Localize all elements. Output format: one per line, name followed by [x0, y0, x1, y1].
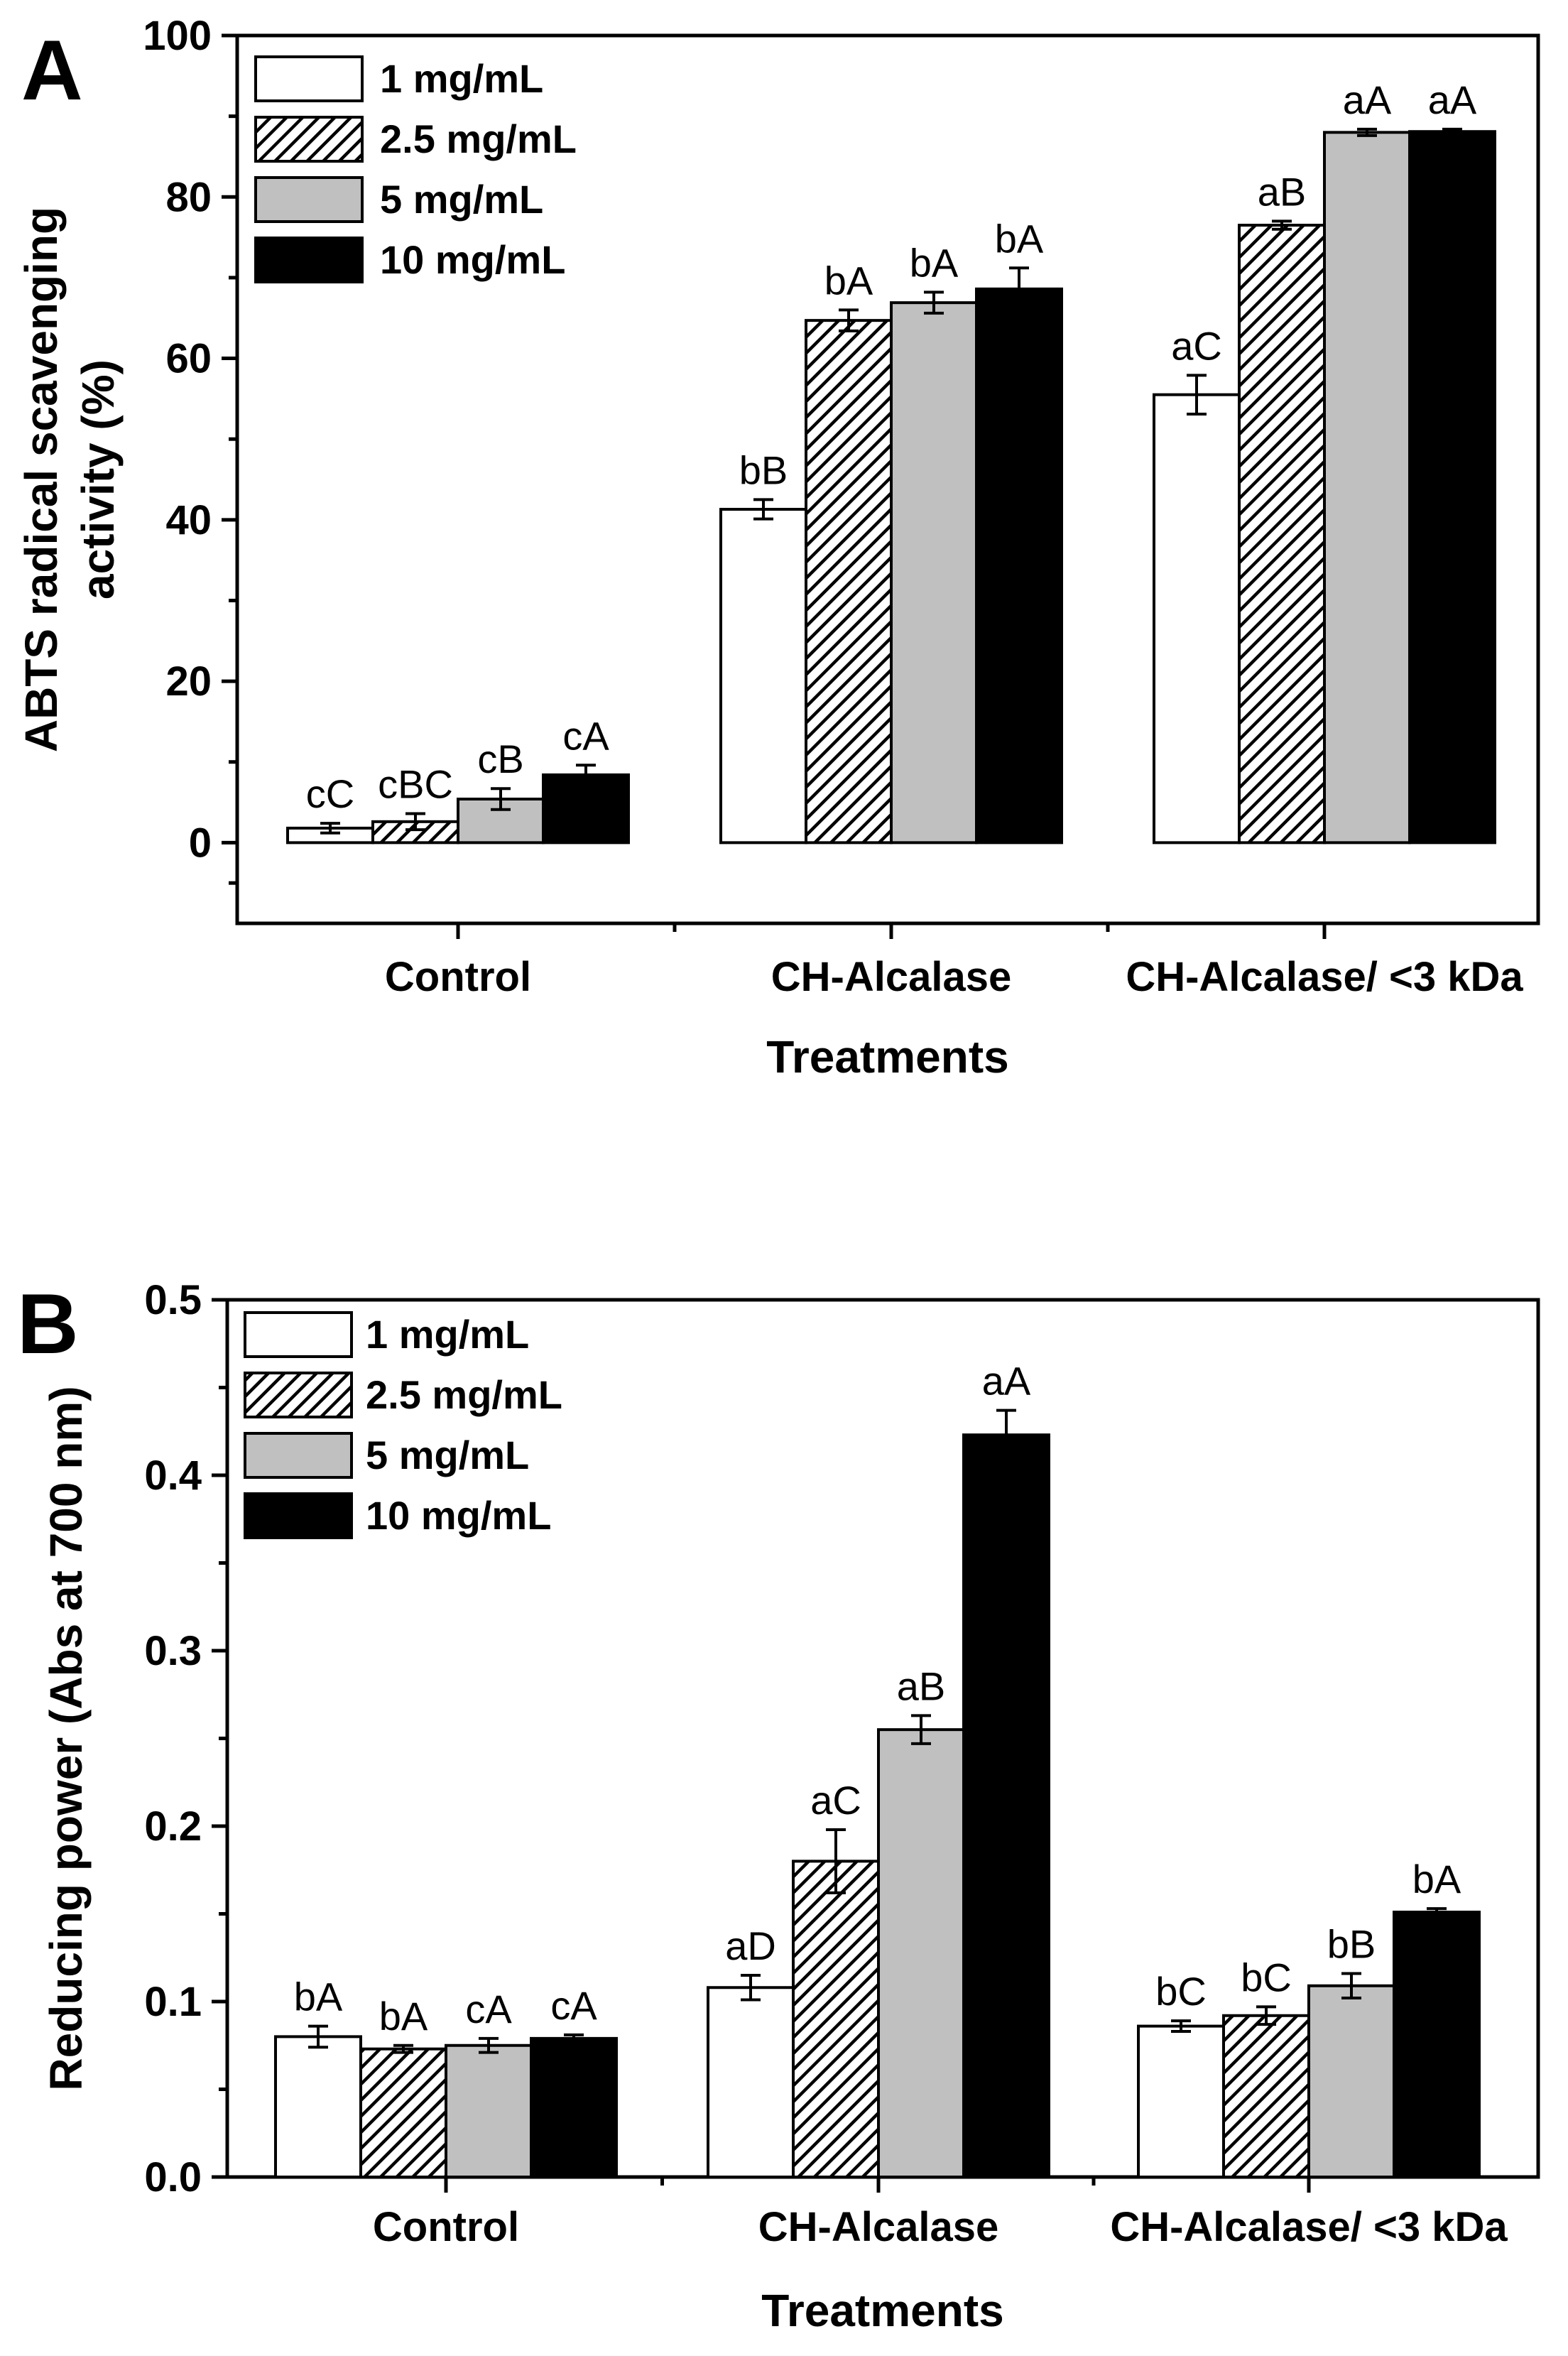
bar — [1307, 1984, 1395, 2179]
significance-label: cA — [550, 1983, 597, 2028]
significance-label: aB — [897, 1663, 946, 1708]
y-tick-label: 0.2 — [144, 1803, 202, 1850]
significance-label: aD — [725, 1923, 776, 1968]
legend-label: 2.5 mg/mL — [366, 1372, 562, 1417]
bar — [975, 287, 1063, 845]
significance-label: cBC — [378, 761, 453, 806]
bar — [1153, 393, 1241, 845]
y-tick-label: 0 — [189, 820, 212, 866]
significance-label: bA — [379, 1994, 428, 2039]
bar — [805, 319, 893, 845]
legend-swatch — [244, 1311, 353, 1358]
significance-label: aA — [1343, 77, 1392, 122]
legend-label: 1 mg/mL — [380, 56, 543, 101]
legend-swatch — [254, 176, 364, 223]
legend-label: 2.5 mg/mL — [380, 116, 577, 161]
bar — [1238, 224, 1326, 845]
y-tick-label: 100 — [143, 13, 212, 59]
legend-label: 10 mg/mL — [366, 1493, 551, 1538]
bar — [1393, 1911, 1481, 2179]
x-category-label: Control — [385, 954, 531, 1000]
y-tick-label: 0.5 — [144, 1277, 202, 1323]
bar — [962, 1433, 1050, 2178]
significance-label: aC — [1171, 323, 1222, 368]
y-axis-title: ABTS radical scavenging — [16, 207, 67, 752]
bar — [445, 2043, 533, 2178]
significance-label: aC — [810, 1778, 861, 1823]
panel-letter: A — [21, 23, 83, 118]
y-tick-label: 0.4 — [144, 1453, 202, 1499]
significance-label: bC — [1155, 1969, 1207, 2014]
significance-label: bA — [1412, 1857, 1461, 1901]
legend-swatch — [244, 1372, 353, 1418]
significance-label: bA — [294, 1975, 343, 2019]
bar — [792, 1860, 880, 2178]
x-category-label: CH-Alcalase — [771, 954, 1011, 1000]
y-tick-label: 60 — [165, 336, 212, 382]
x-category-label: CH-Alcalase/ <3 kDa — [1110, 2204, 1508, 2250]
significance-label: aA — [982, 1359, 1031, 1404]
significance-label: cA — [562, 713, 609, 758]
x-category-label: CH-Alcalase/ <3 kDa — [1126, 954, 1523, 1000]
y-tick-label: 0.0 — [144, 2154, 202, 2200]
bar — [1137, 2024, 1225, 2179]
significance-label: bB — [739, 447, 788, 492]
significance-label: bC — [1241, 1955, 1292, 1999]
legend-label: 1 mg/mL — [366, 1312, 529, 1357]
significance-label: bA — [824, 258, 873, 303]
legend-label: 5 mg/mL — [366, 1433, 529, 1477]
panel-letter: B — [17, 1276, 79, 1372]
y-tick-label: 0.3 — [144, 1628, 202, 1674]
legend-swatch — [254, 237, 364, 283]
y-tick-label: 0.1 — [144, 1979, 202, 2025]
x-axis-title: Treatments — [761, 2285, 1003, 2336]
significance-label: bB — [1327, 1921, 1376, 1966]
y-axis-title: Reducing power (Abs at 700 nm) — [40, 1386, 92, 2090]
panel-a-chart: 0 20 40 60 80 100 cC bB aC cBC bA aB cB bA aA cA bA aA Con… — [16, 13, 1540, 1082]
panel-b-chart: 0.0 0.1 0.2 0.3 0.4 0.5 bA aD bC bA aC bC cA aB bB cA aA… — [17, 1276, 1540, 2336]
legend-swatch — [244, 1432, 353, 1479]
bar — [877, 1728, 965, 2178]
legend-label: 5 mg/mL — [380, 177, 543, 222]
plot-frame — [235, 33, 1540, 925]
bar — [530, 2036, 618, 2179]
bar — [707, 1986, 795, 2178]
bar — [1323, 131, 1411, 845]
bar — [274, 2035, 362, 2178]
significance-label: aB — [1258, 169, 1307, 214]
y-tick-label: 20 — [165, 658, 212, 705]
bar — [1222, 2014, 1310, 2179]
x-category-label: CH-Alcalase — [758, 2204, 998, 2250]
significance-label: bA — [995, 216, 1044, 261]
y-tick-label: 80 — [165, 174, 212, 220]
y-tick-label: 40 — [165, 497, 212, 543]
bar — [359, 2047, 447, 2178]
legend-label: 10 mg/mL — [380, 237, 565, 282]
x-axis-title: Treatments — [766, 1031, 1008, 1082]
significance-label: bA — [910, 240, 959, 285]
significance-label: cC — [306, 771, 354, 816]
legend-swatch — [254, 55, 364, 102]
bar — [719, 508, 807, 845]
bar — [1408, 130, 1496, 845]
x-category-label: Control — [373, 2204, 519, 2250]
legend-swatch — [244, 1492, 353, 1539]
significance-label: cA — [465, 1987, 512, 2031]
bar — [890, 301, 978, 845]
y-axis-title-line2: activity (%) — [72, 359, 124, 599]
significance-label: aA — [1428, 77, 1477, 122]
significance-label: cB — [477, 737, 523, 781]
legend-swatch — [254, 116, 364, 163]
bar — [542, 773, 630, 845]
